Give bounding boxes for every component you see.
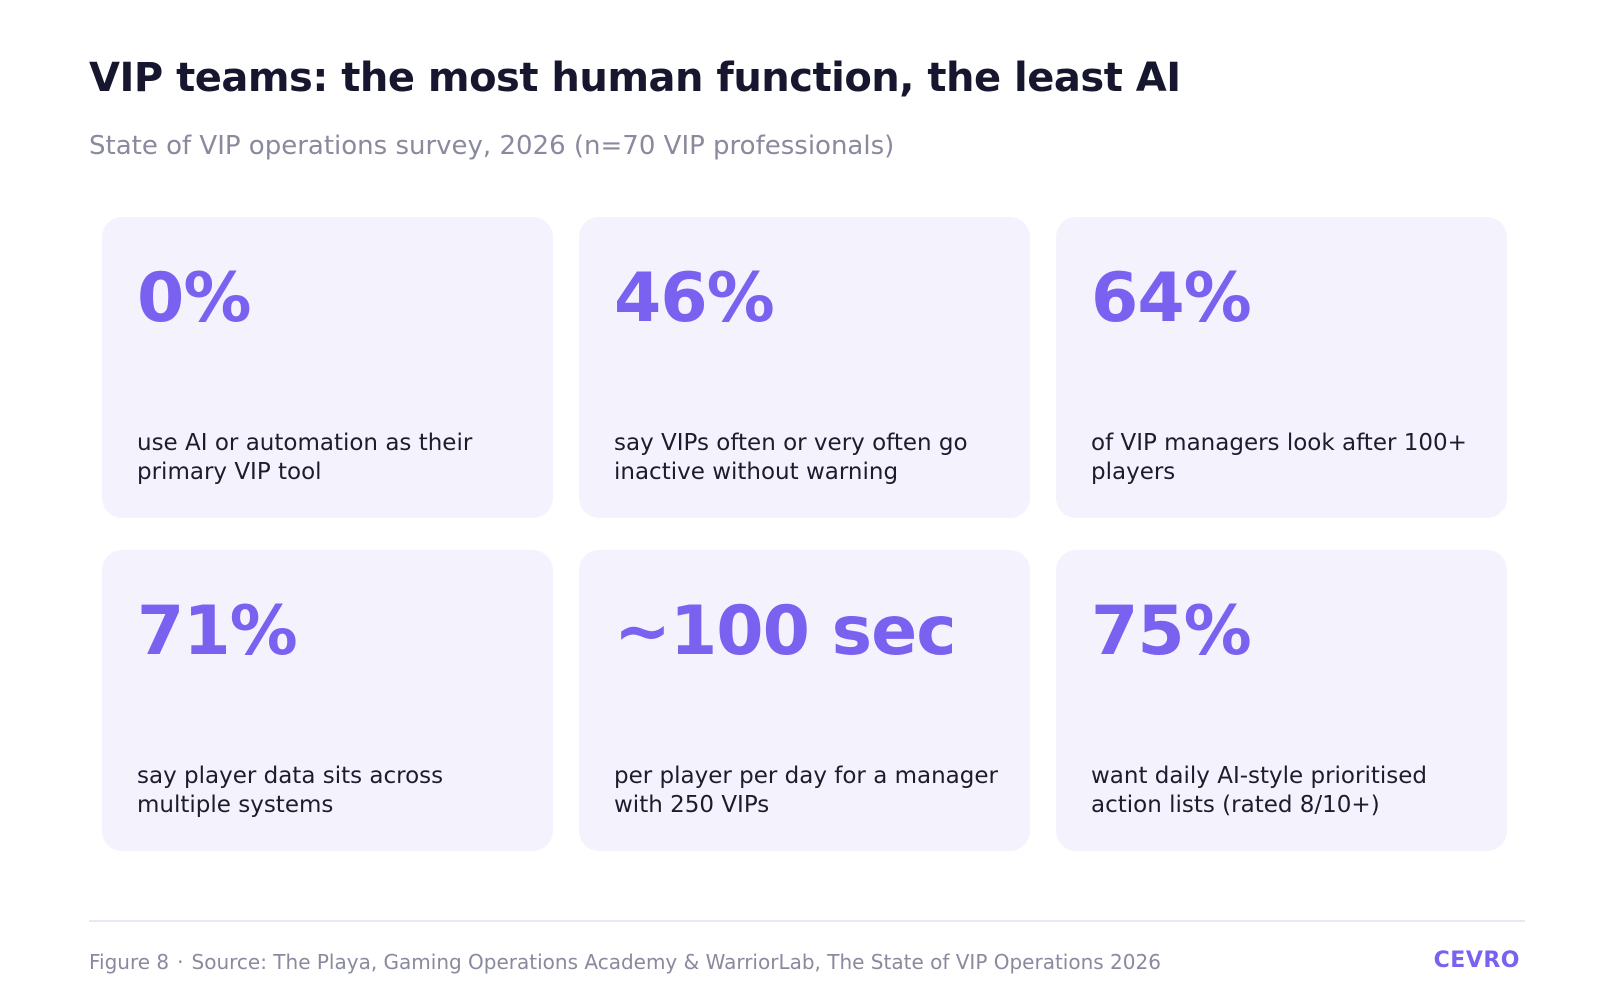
stat-card: 75% want daily AI-style prioritised acti… bbox=[1056, 550, 1507, 851]
stat-description: use AI or automation as their primary VI… bbox=[137, 430, 473, 485]
page-title: VIP teams: the most human function, the … bbox=[89, 55, 1181, 101]
stat-card: 0% use AI or automation as their primary… bbox=[102, 217, 553, 518]
brand-logo: CEVRO bbox=[1433, 948, 1520, 973]
source-text: Source: The Playa, Gaming Operations Aca… bbox=[191, 950, 1161, 974]
footer-caption: Figure 8 · Source: The Playa, Gaming Opera… bbox=[89, 950, 1161, 974]
figure-label: Figure 8 bbox=[89, 950, 170, 974]
stat-card: ~100 sec per player per day for a manage… bbox=[579, 550, 1030, 851]
stat-description: per player per day for a manager with 25… bbox=[614, 763, 998, 818]
stat-value: ~100 sec bbox=[614, 592, 956, 671]
stat-description: of VIP managers look after 100+ players bbox=[1091, 430, 1467, 485]
stat-description: say VIPs often or very often go inactive… bbox=[614, 430, 968, 485]
stat-card: 64% of VIP managers look after 100+ play… bbox=[1056, 217, 1507, 518]
stat-value: 0% bbox=[137, 259, 251, 338]
footer-divider bbox=[89, 920, 1525, 922]
stats-grid: 0% use AI or automation as their primary… bbox=[102, 217, 1508, 851]
stat-card: 71% say player data sits across multiple… bbox=[102, 550, 553, 851]
separator-dot: · bbox=[177, 950, 184, 974]
stat-value: 75% bbox=[1091, 592, 1252, 671]
stat-value: 71% bbox=[137, 592, 298, 671]
stat-card: 46% say VIPs often or very often go inac… bbox=[579, 217, 1030, 518]
stat-description: want daily AI-style prioritised action l… bbox=[1091, 763, 1427, 818]
stat-value: 64% bbox=[1091, 259, 1252, 338]
page-subtitle: State of VIP operations survey, 2026 (n=… bbox=[89, 131, 895, 161]
stat-value: 46% bbox=[614, 259, 775, 338]
stat-description: say player data sits across multiple sys… bbox=[137, 763, 444, 818]
